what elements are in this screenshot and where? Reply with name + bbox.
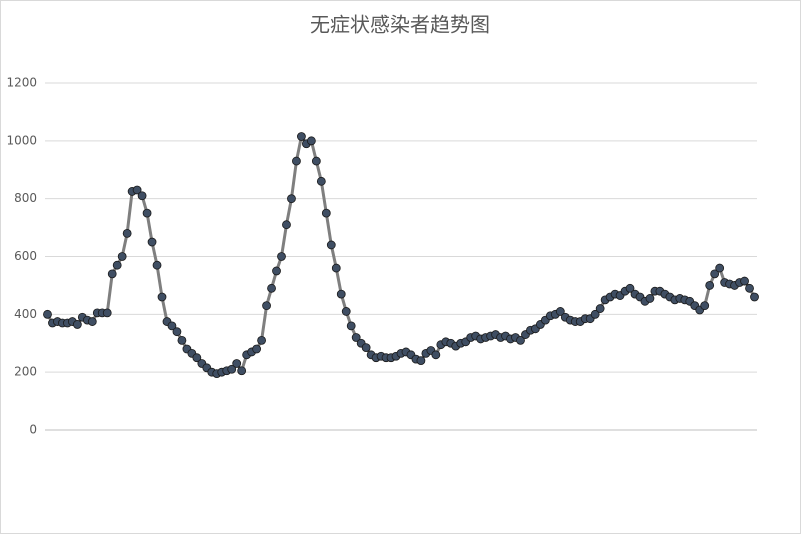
data-point bbox=[361, 343, 371, 352]
data-point bbox=[287, 194, 296, 204]
data-point bbox=[252, 344, 262, 354]
chart-title: 无症状感染者趋势图 bbox=[310, 13, 490, 37]
y-tick-label: 200 bbox=[14, 365, 37, 379]
data-point bbox=[192, 353, 202, 363]
data-point bbox=[321, 208, 331, 218]
data-point bbox=[72, 320, 82, 329]
data-point bbox=[267, 283, 276, 293]
data-point bbox=[117, 252, 127, 261]
data-point bbox=[102, 308, 112, 318]
data-point bbox=[137, 191, 147, 201]
y-tick-label: 0 bbox=[29, 423, 37, 437]
data-point bbox=[625, 283, 635, 293]
data-point bbox=[142, 208, 152, 218]
data-point bbox=[316, 176, 326, 186]
y-tick-label: 400 bbox=[14, 307, 37, 321]
data-point bbox=[740, 276, 749, 286]
data-point bbox=[132, 185, 142, 195]
data-point bbox=[331, 263, 341, 273]
y-tick-label: 600 bbox=[14, 249, 37, 263]
data-point bbox=[277, 252, 286, 261]
data-point bbox=[416, 356, 426, 366]
data-point bbox=[257, 335, 266, 345]
data-point bbox=[227, 364, 237, 374]
data-point bbox=[516, 335, 525, 345]
data-point bbox=[700, 301, 710, 311]
data-point bbox=[237, 366, 247, 376]
data-point bbox=[147, 237, 157, 247]
y-tick-label: 1200 bbox=[6, 76, 37, 90]
data-point bbox=[715, 263, 725, 273]
data-point bbox=[336, 289, 346, 299]
data-point bbox=[172, 327, 182, 337]
data-point bbox=[262, 301, 271, 311]
data-point bbox=[232, 359, 242, 368]
data-point bbox=[152, 260, 162, 270]
y-tick-label: 800 bbox=[14, 191, 37, 205]
data-point bbox=[297, 132, 306, 141]
data-point bbox=[112, 260, 122, 270]
data-point bbox=[745, 283, 754, 293]
data-point bbox=[306, 136, 316, 146]
data-point bbox=[590, 309, 600, 319]
data-point bbox=[282, 220, 291, 230]
data-point bbox=[346, 321, 356, 331]
data-point bbox=[311, 156, 321, 166]
data-point bbox=[107, 269, 117, 279]
data-point bbox=[555, 307, 565, 316]
data-point bbox=[87, 317, 97, 326]
data-point bbox=[705, 281, 715, 290]
data-point bbox=[272, 266, 281, 276]
data-point bbox=[157, 292, 167, 302]
data-point bbox=[292, 156, 301, 166]
data-point bbox=[351, 333, 361, 342]
data-point bbox=[341, 307, 351, 316]
data-point bbox=[43, 309, 52, 319]
data-point bbox=[645, 294, 655, 303]
data-point bbox=[595, 304, 605, 313]
data-point bbox=[167, 321, 177, 331]
data-point bbox=[431, 350, 441, 360]
data-point bbox=[177, 335, 187, 345]
y-tick-label: 1000 bbox=[6, 133, 37, 147]
data-point bbox=[122, 228, 132, 238]
data-point bbox=[326, 240, 336, 250]
data-point bbox=[750, 292, 759, 302]
data-point bbox=[710, 269, 720, 279]
